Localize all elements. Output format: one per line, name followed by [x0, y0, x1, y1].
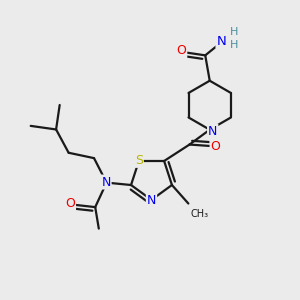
Text: O: O [211, 140, 220, 152]
Text: N: N [208, 125, 218, 138]
Text: H: H [230, 27, 239, 37]
Text: S: S [135, 154, 143, 167]
Text: N: N [101, 176, 111, 188]
Text: N: N [217, 35, 226, 48]
Text: N: N [147, 194, 156, 207]
Text: O: O [65, 197, 75, 210]
Text: H: H [230, 40, 239, 50]
Text: CH₃: CH₃ [191, 209, 209, 219]
Text: O: O [176, 44, 186, 57]
